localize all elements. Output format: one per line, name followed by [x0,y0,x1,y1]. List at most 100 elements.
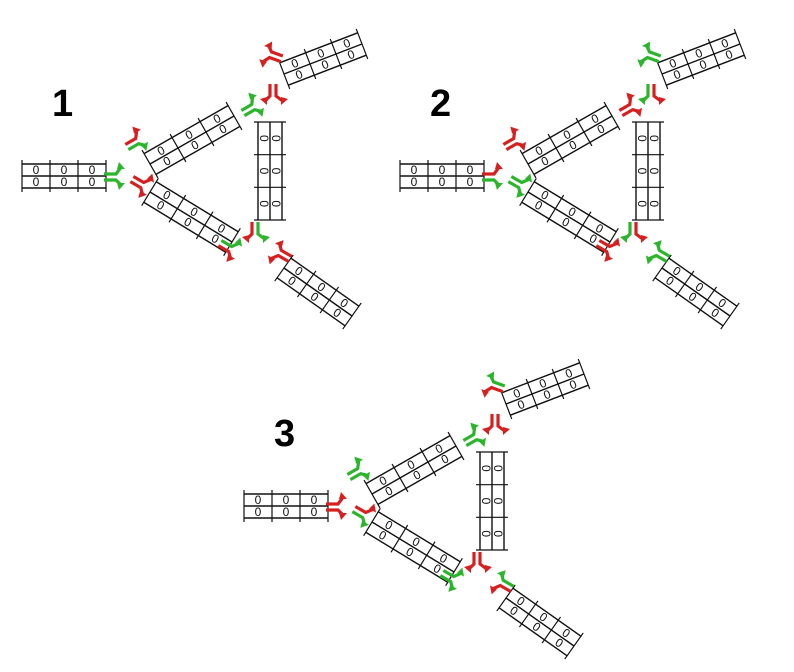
signal-node-left-lower [351,503,377,528]
cell-divider [575,117,593,147]
cell-value: 0 [595,121,608,137]
cell-value: 0 [257,200,271,207]
lane-line [283,267,353,317]
turn-arrow-head [147,173,155,183]
cell-value: 0 [283,505,290,519]
signal-node-left-lower [507,173,533,198]
cell-divider [141,178,159,206]
cell-value: 0 [719,36,731,52]
cell-value: 0 [560,214,573,230]
cell-divider [499,388,513,420]
cell-value: 0 [491,465,505,472]
lane-line [533,181,617,233]
turn-arrow-head [354,456,364,464]
cell-value: 0 [33,163,40,177]
signal-node-bottom [595,237,621,262]
cell-value: 0 [530,619,544,634]
cell-value: 0 [507,603,521,618]
lane-line [283,43,363,75]
panel-number: 1 [52,83,73,125]
turn-arrow-head [626,92,636,100]
turn-arrow-head [263,235,270,243]
signal-west [326,492,347,520]
turn-arrow-head [637,59,645,68]
turn-arrow-head [339,513,347,520]
lane-line [377,511,461,563]
cell-divider [720,302,740,330]
turn-arrow-head [257,107,265,117]
lane-line [498,607,568,657]
cell-value: 0 [319,57,331,73]
signal-node-top [462,422,487,448]
turn-arrow-head [525,173,533,183]
cell-value: 0 [708,305,722,320]
turn-arrow-head [360,520,370,528]
turn-arrow-head [613,237,621,247]
cell-value: 0 [563,366,575,382]
cell-value: 0 [491,498,505,505]
cell-divider [681,48,695,80]
cell-value: 0 [89,175,96,189]
cell-value: 0 [154,198,167,214]
turn-arrow-head [641,235,648,243]
cell-divider [390,524,409,553]
cell-divider [518,600,539,628]
cell-value: 0 [515,397,527,413]
cell-value: 0 [647,200,661,207]
lane-line [365,531,449,583]
turn-arrow-head [638,97,645,105]
turn-arrow-head [138,190,148,198]
cell-value: 0 [283,493,290,507]
cell-value: 0 [511,386,523,402]
cell-value: 0 [479,498,493,505]
lane-line [521,201,605,253]
cell-divider [573,211,592,240]
cell-value: 0 [567,377,579,393]
lane-line [510,384,589,416]
signal-node-left-lower [129,173,155,198]
cell-divider [319,286,340,314]
cell-value: 0 [491,530,505,537]
turn-arrow-head [495,162,503,169]
cell-value: 0 [635,168,649,175]
turn-arrow-head [226,254,236,262]
cell-divider [419,447,437,477]
cell-divider [342,302,362,330]
cell-value: 0 [439,175,446,189]
cell-value: 0 [61,163,68,177]
lane-line [377,455,463,506]
turn-arrow-head [604,254,614,262]
cell-divider [519,149,537,179]
cell-divider [525,378,539,410]
cell-divider [303,48,317,80]
lane-line [521,104,607,155]
cell-value: 0 [567,137,580,153]
cell-divider [496,584,516,612]
cell-value: 0 [257,135,271,142]
turn-arrow-head [470,422,480,430]
cell-value: 0 [285,273,299,288]
turn-arrow-head [339,492,347,499]
cell-value: 0 [411,163,418,177]
cell-value: 0 [308,289,322,304]
signal-node-bottom-out [620,222,648,243]
cell-value: 0 [467,163,474,177]
cell-value: 0 [341,36,353,52]
lane-line [654,277,724,327]
cell-divider [296,270,317,298]
cell-value: 0 [161,153,174,169]
cell-value: 0 [411,175,418,189]
signal-node-bottom [439,567,465,592]
lane-line [279,32,358,64]
cell-divider [603,101,621,131]
signal-node-bottom [217,237,243,262]
cell-divider [733,28,747,60]
